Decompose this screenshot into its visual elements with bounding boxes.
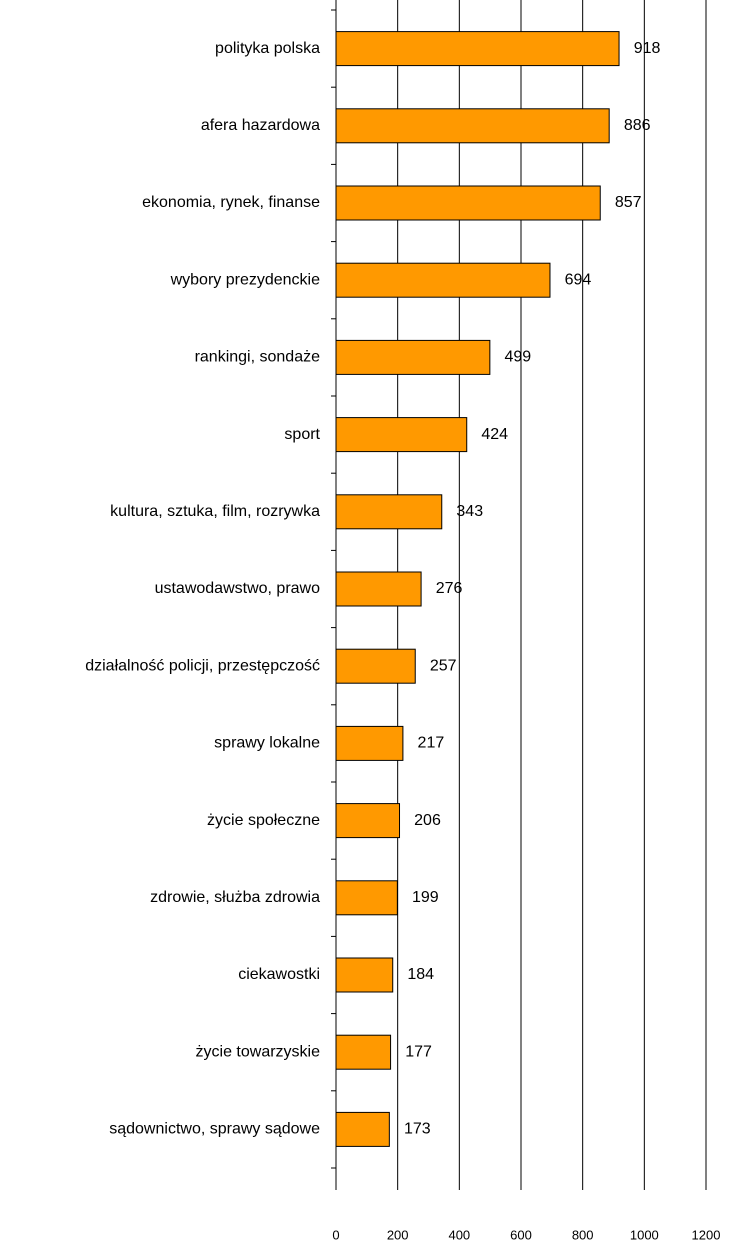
category-label: kultura, sztuka, film, rozrywka xyxy=(110,503,320,520)
category-label: sądownictwo, sprawy sądowe xyxy=(109,1121,320,1138)
category-label: polityka polska xyxy=(215,40,320,57)
x-tick-label: 0 xyxy=(332,1227,339,1242)
x-tick-label: 400 xyxy=(448,1227,470,1242)
value-label: 857 xyxy=(615,194,642,211)
bar xyxy=(335,1111,390,1147)
category-label: życie towarzyskie xyxy=(196,1043,321,1060)
bar xyxy=(335,725,404,761)
category-label: afera hazardowa xyxy=(201,117,320,134)
category-label: działalność policji, przestępczość xyxy=(85,657,320,674)
category-label: rankingi, sondaże xyxy=(195,349,321,366)
category-label: sport xyxy=(284,426,320,443)
value-label: 257 xyxy=(430,657,457,674)
bar xyxy=(335,262,551,298)
category-label: wybory prezydenckie xyxy=(170,271,321,288)
category-label: życie społeczne xyxy=(207,812,320,829)
category-label: ustawodawstwo, prawo xyxy=(155,580,321,597)
bar xyxy=(335,571,422,607)
bar xyxy=(335,494,443,530)
x-tick-label: 600 xyxy=(510,1227,532,1242)
bar xyxy=(335,880,398,916)
category-label: sprawy lokalne xyxy=(214,735,320,752)
x-tick-label: 200 xyxy=(387,1227,409,1242)
value-label: 694 xyxy=(565,271,592,288)
value-label: 177 xyxy=(405,1043,432,1060)
bar xyxy=(335,1034,392,1070)
value-label: 918 xyxy=(634,40,661,57)
bar xyxy=(335,108,610,144)
value-label: 184 xyxy=(407,966,434,983)
value-label: 173 xyxy=(404,1121,431,1138)
category-label: zdrowie, służba zdrowia xyxy=(150,889,320,906)
value-label: 886 xyxy=(624,117,651,134)
value-label: 276 xyxy=(436,580,463,597)
bar xyxy=(335,957,394,993)
bar xyxy=(335,185,601,221)
x-tick-label: 1200 xyxy=(692,1227,721,1242)
value-label: 199 xyxy=(412,889,439,906)
value-label: 343 xyxy=(456,503,483,520)
category-label: ciekawostki xyxy=(238,966,320,983)
bar xyxy=(335,648,416,684)
value-label: 424 xyxy=(481,426,508,443)
bar xyxy=(335,31,620,67)
value-label: 206 xyxy=(414,812,441,829)
category-label: ekonomia, rynek, finanse xyxy=(142,194,320,211)
x-tick-label: 800 xyxy=(572,1227,594,1242)
value-label: 217 xyxy=(418,735,445,752)
bar xyxy=(335,339,491,375)
value-label: 499 xyxy=(505,349,532,366)
bar xyxy=(335,417,468,453)
bar xyxy=(335,803,401,839)
x-tick-label: 1000 xyxy=(630,1227,659,1242)
